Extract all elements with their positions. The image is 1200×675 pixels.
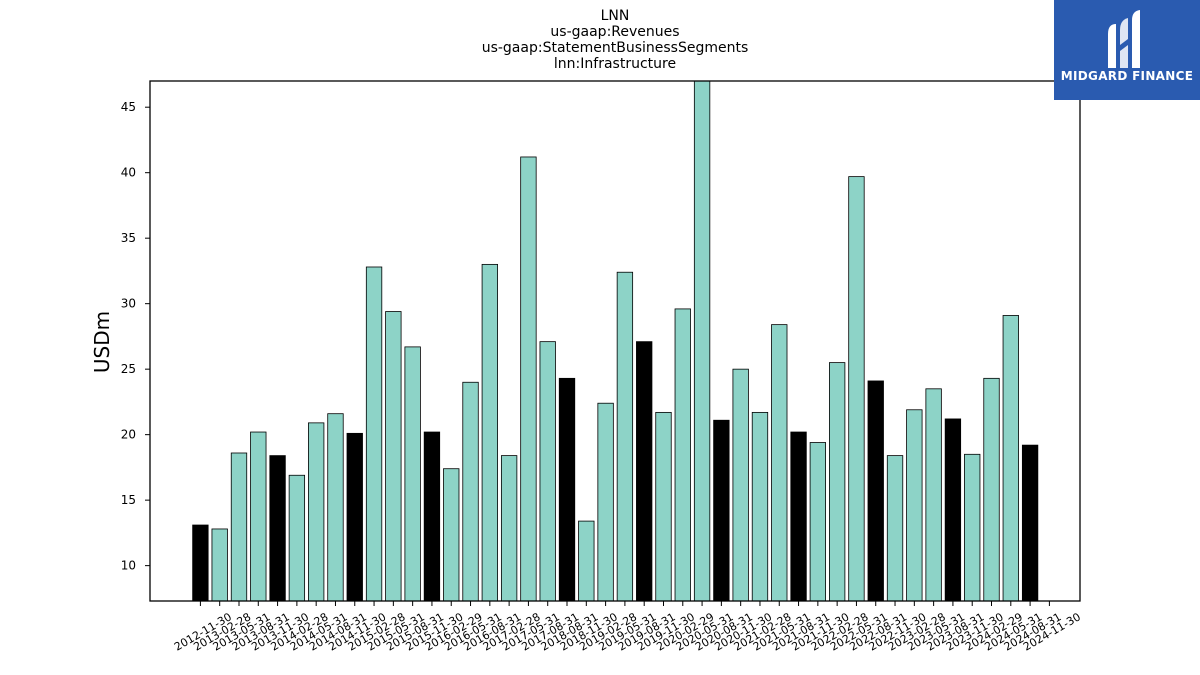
bar-2020-08-31: [713, 419, 730, 602]
bars-group: [192, 80, 1039, 602]
bar-2016-05-31: [462, 381, 479, 602]
y-tick-label: 10: [121, 559, 136, 573]
bar-2013-02-28: [211, 528, 228, 602]
y-tick-label: 35: [121, 231, 136, 245]
title-axis: us-gaap:StatementBusinessSegments: [481, 40, 749, 56]
bar-2024-02-29: [983, 377, 1000, 602]
bar-2017-08-31: [539, 341, 556, 602]
title-ticker: LNN: [600, 8, 630, 24]
bar-2015-11-30: [423, 431, 441, 602]
bar-2022-08-31: [867, 380, 884, 602]
y-tick-label: 15: [121, 493, 136, 507]
bar-2021-08-31: [790, 431, 807, 602]
logo-text: MIDGARD FINANCE: [1060, 69, 1194, 83]
bar-2023-08-31: [944, 418, 962, 602]
bar-2015-08-31: [404, 346, 421, 602]
bar-2019-11-30: [655, 411, 672, 602]
bar-2014-11-30: [346, 432, 363, 602]
bar-2020-11-30: [732, 368, 749, 602]
bar-2014-08-31: [327, 413, 344, 602]
bar-2014-05-31: [308, 422, 325, 602]
bar-2020-05-31: [693, 80, 711, 602]
y-tick-label: 40: [121, 166, 136, 180]
bar-2021-05-31: [771, 324, 788, 602]
y-tick-label: 20: [121, 428, 136, 442]
bar-2023-02-28: [906, 409, 923, 602]
bar-2013-11-30: [269, 455, 286, 602]
bar-2013-08-31: [250, 431, 267, 602]
x-axis: 2012-11-302013-02-282013-05-312013-08-31…: [172, 601, 1083, 654]
bar-2024-05-31: [1002, 315, 1019, 602]
y-tick-label: 45: [121, 100, 136, 114]
bar-2023-05-31: [925, 388, 942, 602]
y-axis-label: USDm: [90, 311, 114, 373]
y-tick-label: 30: [121, 297, 136, 311]
bar-2022-11-30: [886, 455, 904, 602]
bar-2015-02-28: [365, 266, 383, 602]
plot-frame: [149, 80, 1081, 602]
bar-2018-08-31: [558, 377, 576, 602]
bar-2017-02-28: [500, 455, 518, 602]
bar-2014-02-28: [288, 474, 306, 602]
bar-2016-08-31: [481, 263, 498, 602]
bar-2021-02-28: [751, 411, 769, 602]
bar-2019-02-28: [597, 402, 614, 602]
bar-2013-05-31: [230, 452, 248, 602]
bar-2024-08-31: [1021, 444, 1039, 602]
title-member: lnn:Infrastructure: [553, 56, 677, 72]
bar-2019-05-31: [616, 271, 634, 602]
bar-2018-11-30: [578, 520, 595, 602]
bar-2023-11-30: [964, 453, 981, 602]
bar-2017-05-31: [520, 156, 537, 602]
bar-2016-02-29: [443, 468, 460, 602]
title-concept: us-gaap:Revenues: [550, 24, 680, 40]
bar-2012-11-30: [192, 524, 209, 602]
bar-2020-02-29: [674, 308, 691, 602]
bar-2021-11-30: [809, 442, 826, 602]
midgard-finance-logo: MIDGARD FINANCE: [1054, 0, 1200, 100]
bar-2015-05-31: [385, 311, 402, 602]
bar-2022-02-28: [829, 362, 846, 602]
logo-mark-icon: [1108, 10, 1140, 68]
y-tick-label: 25: [121, 362, 136, 376]
bar-2022-05-31: [848, 176, 865, 602]
y-axis: 10 15 20 25 30 35 40 45: [121, 100, 150, 573]
bar-2019-08-31: [636, 341, 653, 602]
